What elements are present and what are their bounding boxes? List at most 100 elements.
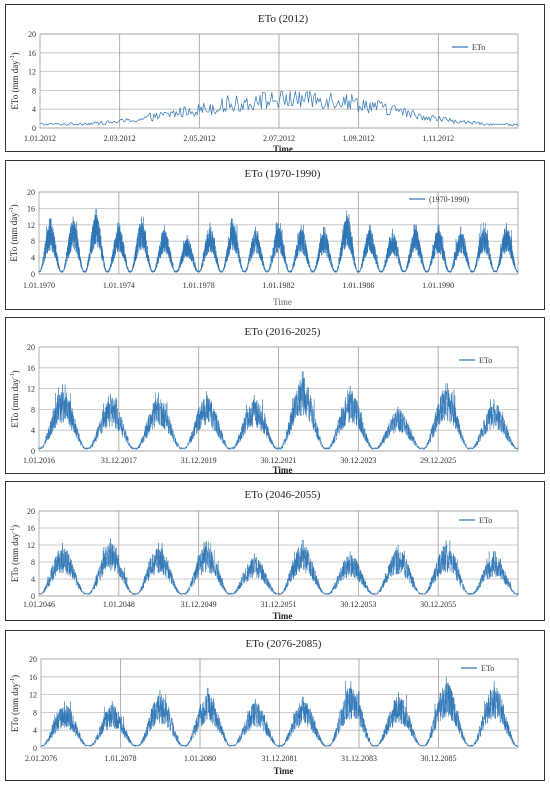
series-line-eto — [39, 90, 519, 127]
x-tick-label: 1.01.2078 — [105, 754, 137, 763]
y-tick-label: 8 — [31, 405, 35, 414]
plot-area — [40, 658, 519, 749]
y-axis-title: ETo (mm day-1) — [10, 525, 20, 582]
x-tick-label: 30.12.2053 — [340, 600, 376, 609]
y-tick-label: 0 — [32, 124, 36, 133]
legend-label: ETo — [481, 664, 494, 673]
y-tick-label: 4 — [33, 726, 37, 735]
x-tick-label: 31.12.2049 — [181, 600, 217, 609]
y-tick-label: 20 — [28, 30, 36, 39]
y-tick-label: 16 — [27, 364, 35, 373]
x-tick-label: 1.01.1986 — [342, 281, 374, 290]
series-line-eto — [38, 538, 519, 595]
y-tick-label: 8 — [33, 708, 37, 717]
x-axis-title: Time — [273, 297, 292, 307]
y-tick-label: 20 — [27, 188, 35, 197]
y-tick-label: 4 — [32, 105, 36, 114]
panel-eto-2012: ETo (2012) 0 4 8 12 16 20 1.01.2012 2.03.2012 2.0… — [5, 4, 545, 152]
series-line-eto — [40, 676, 519, 747]
panel-eto-2046-2055: ETo (2046-2055) 0 4 8 12 16 20 1.01.2046 1.01.20… — [5, 481, 545, 621]
y-tick-label: 8 — [31, 558, 35, 567]
y-tick-label: 12 — [27, 385, 35, 394]
x-tick-label: 30.12.2021 — [261, 456, 297, 465]
chart-title: ETo (2046-2055) — [245, 489, 321, 501]
y-axis-title: ETo (mm day-1) — [10, 370, 20, 427]
plot-area — [38, 191, 519, 275]
x-tick-label: 31.12.2081 — [262, 754, 298, 763]
x-tick-label: 1.09.2012 — [343, 134, 375, 143]
plot-area — [38, 510, 519, 597]
y-axis-title: ETo (mm day-1) — [9, 204, 19, 261]
y-tick-label: 12 — [28, 68, 36, 77]
series-line-eto — [38, 208, 519, 273]
y-tick-label: 16 — [29, 673, 37, 682]
plot-area — [38, 346, 519, 452]
y-tick-label: 8 — [32, 86, 36, 95]
y-tick-label: 0 — [31, 447, 35, 456]
x-tick-label: 31.12.2019 — [181, 456, 217, 465]
legend-label: ETo — [479, 356, 492, 365]
panel-eto-2016-2025: ETo (2016-2025) 0 4 8 12 16 20 1.01.2016 31.12.2… — [5, 317, 545, 474]
x-tick-label: 2.03.2012 — [104, 134, 136, 143]
x-tick-label: 1.01.2080 — [184, 754, 216, 763]
panel-eto-1970-1990: ETo (1970-1990) 0 4 8 12 16 20 1.01.1970 1.01.19… — [5, 160, 545, 310]
x-axis-title: Time — [273, 465, 293, 473]
y-tick-label: 16 — [27, 524, 35, 533]
x-axis-title: Time — [274, 766, 294, 776]
x-tick-label: 30.12.2055 — [420, 600, 456, 609]
y-tick-label: 16 — [27, 204, 35, 213]
legend-label: ETo — [472, 43, 485, 52]
x-tick-label: 30.12.2085 — [421, 754, 457, 763]
legend-label: ETo — [479, 516, 492, 525]
x-axis-title: Time — [273, 611, 293, 620]
x-tick-label: 30.12.2023 — [340, 456, 376, 465]
x-tick-label: 2.01.2076 — [25, 754, 57, 763]
y-axis-title: ETo (mm day-1) — [10, 52, 20, 109]
x-tick-label: 1.01.2012 — [24, 134, 56, 143]
panel-eto-2076-2085: ETo (2076-2085) 0 4 8 12 16 20 2.01.2076 1.01.20… — [5, 630, 545, 781]
y-tick-label: 0 — [31, 270, 35, 279]
chart-eto-2016-2025: ETo (2016-2025) 0 4 8 12 16 20 1.01.2016 31.12.2… — [10, 326, 519, 473]
y-axis-title: ETo (mm day-1) — [10, 675, 20, 732]
legend-label: (1970-1990) — [429, 195, 469, 204]
x-tick-label: 31.12.2083 — [341, 754, 377, 763]
y-tick-label: 4 — [31, 426, 35, 435]
y-tick-label: 0 — [31, 592, 35, 601]
x-tick-label: 1.01.1990 — [422, 281, 454, 290]
x-tick-label: 31.12.2017 — [101, 456, 137, 465]
x-tick-label: 1.01.1978 — [183, 281, 215, 290]
x-tick-label: 29.12.2025 — [420, 456, 456, 465]
y-tick-label: 0 — [33, 744, 37, 753]
x-axis-title: Time — [273, 144, 293, 151]
plot-area — [39, 33, 519, 129]
chart-title: ETo (2076-2085) — [246, 638, 322, 650]
series-line-eto — [38, 371, 519, 450]
y-tick-label: 20 — [27, 507, 35, 516]
x-tick-label: 1.01.1982 — [263, 281, 295, 290]
x-tick-label: 1.11.2012 — [422, 134, 454, 143]
y-tick-label: 12 — [27, 221, 35, 230]
y-tick-label: 8 — [31, 237, 35, 246]
x-tick-label: 2.07.2012 — [263, 134, 295, 143]
y-tick-label: 12 — [29, 691, 37, 700]
x-tick-label: 31.12.2051 — [261, 600, 297, 609]
y-tick-label: 20 — [29, 655, 37, 664]
chart-eto-2046-2055: ETo (2046-2055) 0 4 8 12 16 20 1.01.2046 1.01.20… — [10, 489, 519, 620]
y-tick-label: 20 — [27, 343, 35, 352]
chart-eto-2076-2085: ETo (2076-2085) 0 4 8 12 16 20 2.01.2076 1.01.20… — [10, 638, 519, 776]
y-tick-label: 16 — [28, 49, 36, 58]
x-tick-label: 1.01.2046 — [23, 600, 55, 609]
chart-title: ETo (1970-1990) — [245, 168, 321, 180]
x-tick-label: 1.01.1974 — [103, 281, 135, 290]
y-tick-label: 4 — [31, 575, 35, 584]
x-tick-label: 1.01.2048 — [103, 600, 135, 609]
x-tick-label: 1.01.1970 — [23, 281, 55, 290]
y-tick-label: 4 — [31, 254, 35, 263]
x-tick-label: 1.01.2016 — [23, 456, 55, 465]
chart-title: ETo (2012) — [258, 13, 309, 25]
chart-title: ETo (2016-2025) — [245, 326, 321, 338]
y-tick-label: 12 — [27, 541, 35, 550]
chart-eto-2012: ETo (2012) 0 4 8 12 16 20 1.01.2012 2.03.2012 2.0… — [10, 13, 519, 151]
x-tick-label: 2.05.2012 — [183, 134, 215, 143]
